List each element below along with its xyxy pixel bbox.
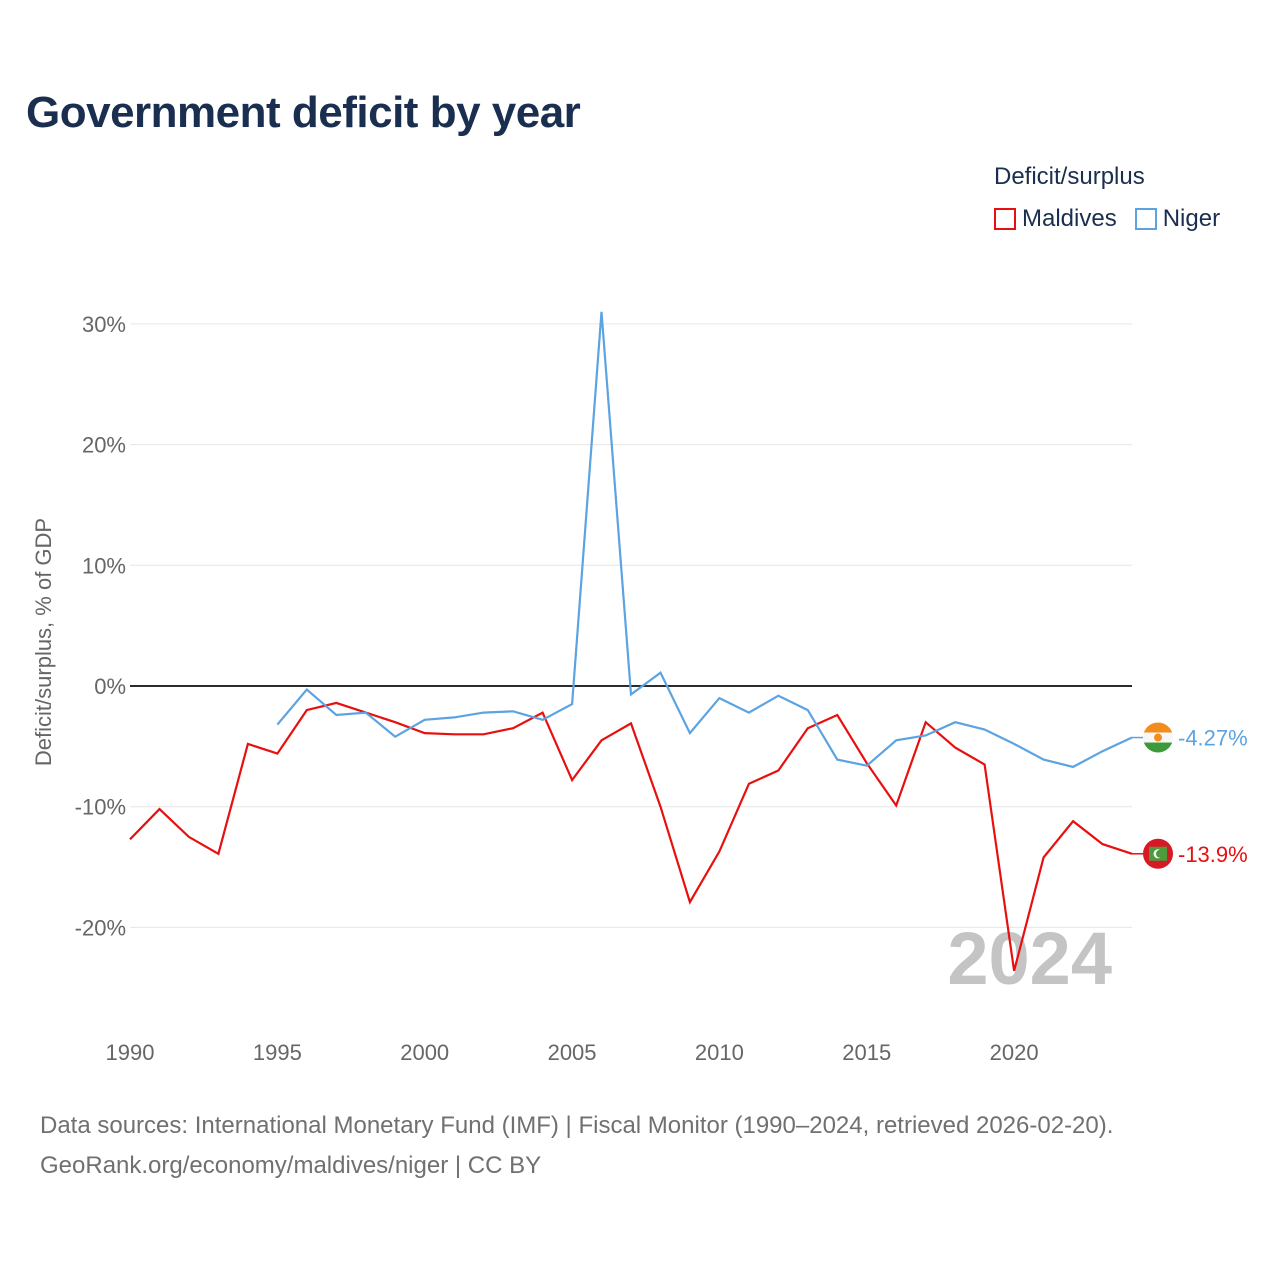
y-tick-label: -20% xyxy=(75,915,126,940)
legend-item-maldives[interactable]: Maldives xyxy=(994,205,1117,233)
series-line-niger xyxy=(276,311,1133,769)
legend-label-maldives: Maldives xyxy=(1022,205,1117,232)
legend-label-niger: Niger xyxy=(1162,205,1221,232)
end-label-maldives: -13.9% xyxy=(1178,842,1248,867)
page-title: Government deficit by year xyxy=(26,88,581,137)
x-tick-label: 1990 xyxy=(106,1040,155,1065)
end-label-niger: -4.27% xyxy=(1178,726,1248,751)
x-tick-label: 2010 xyxy=(695,1040,744,1065)
y-tick-label: 20% xyxy=(82,433,126,458)
niger-flag-icon xyxy=(1143,722,1173,753)
x-tick-label: 2015 xyxy=(842,1040,891,1065)
x-tick-label: 2020 xyxy=(990,1040,1039,1065)
source-line-1: Data sources: International Monetary Fun… xyxy=(40,1112,1114,1139)
x-tick-label: 2005 xyxy=(548,1040,597,1065)
legend-item-niger[interactable]: Niger xyxy=(1134,205,1221,233)
y-tick-label: 30% xyxy=(82,312,126,337)
x-tick-label: 2000 xyxy=(400,1040,449,1065)
maldives-flag-icon xyxy=(1143,838,1173,869)
x-tick-label: 1995 xyxy=(253,1040,302,1065)
legend-title: Deficit/surplus xyxy=(994,163,1145,190)
legend: Maldives Niger xyxy=(994,205,1238,233)
y-tick-label: 0% xyxy=(94,674,126,699)
y-tick-label: -10% xyxy=(75,795,126,820)
legend-swatch-maldives xyxy=(994,208,1016,230)
source-note: Data sources: International Monetary Fun… xyxy=(40,1106,1113,1186)
source-line-2[interactable]: GeoRank.org/economy/maldives/niger | CC … xyxy=(40,1152,542,1179)
year-watermark: 2024 xyxy=(947,917,1112,1000)
legend-swatch-niger xyxy=(1134,208,1157,230)
series-line-maldives xyxy=(129,701,1133,972)
y-tick-label: 10% xyxy=(82,553,126,578)
